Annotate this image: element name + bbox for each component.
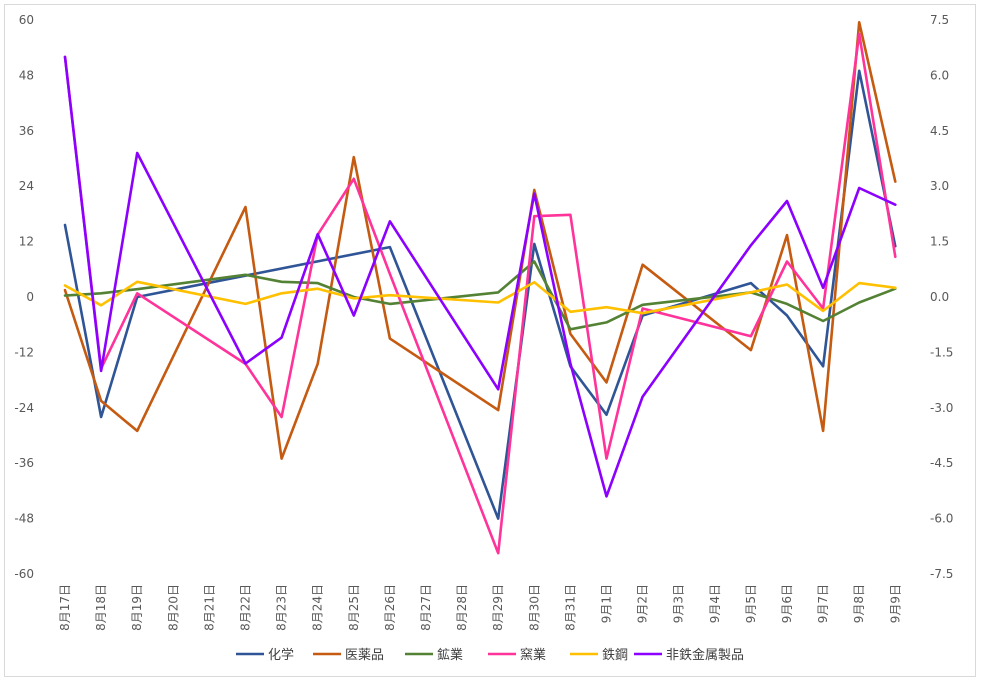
left-y-tick-label: -60: [14, 567, 34, 581]
left-y-tick-label: 0: [26, 290, 34, 304]
right-y-tick-label: 7.5: [930, 13, 949, 27]
x-tick-label: 8月31日: [563, 584, 577, 631]
x-tick-label: 9月9日: [888, 584, 902, 623]
x-tick-label: 9月4日: [708, 584, 722, 623]
right-y-tick-label: 1.5: [930, 235, 949, 249]
x-tick-label: 9月7日: [816, 584, 830, 623]
right-y-tick-label: -7.5: [930, 567, 953, 581]
x-tick-label: 9月8日: [852, 584, 866, 623]
x-tick-label: 8月17日: [58, 584, 72, 631]
left-y-tick-label: 48: [19, 68, 34, 82]
x-tick-label: 8月28日: [455, 584, 469, 631]
legend-label: 鉱業: [437, 647, 463, 663]
x-axis: 8月17日 8月18日 8月19日 8月20日 8月21日 8月22日 8月23日 8月24日…: [58, 584, 902, 631]
legend-label: 医薬品: [345, 648, 384, 663]
x-tick-label: 9月5日: [744, 584, 758, 623]
series-line-0: [63, 69, 897, 520]
x-tick-label: 8月19日: [130, 584, 144, 631]
right-y-axis: 7.5 6.0 4.5 3.0 1.5 0.0 -1.5 -3.0 -4.5 -6.0 -7.5: [930, 13, 953, 581]
right-y-tick-label: -3.0: [930, 401, 953, 415]
right-y-tick-label: -6.0: [930, 512, 953, 526]
right-y-tick-label: -1.5: [930, 345, 953, 359]
legend-label: 鉄鋼: [602, 648, 628, 663]
left-y-tick-label: 36: [19, 124, 34, 138]
legend-label: 窯業: [520, 647, 546, 663]
left-y-tick-label: 24: [19, 179, 34, 193]
x-tick-label: 8月26日: [383, 584, 397, 631]
right-y-tick-label: -4.5: [930, 456, 953, 470]
left-y-tick-label: -36: [14, 456, 34, 470]
left-y-tick-label: -24: [14, 401, 34, 415]
series-line-3: [63, 32, 897, 555]
x-tick-label: 9月6日: [780, 584, 794, 623]
legend-label: 化学: [268, 647, 294, 663]
x-tick-label: 8月22日: [239, 584, 253, 631]
series-line-5: [63, 55, 897, 498]
left-y-axis: 60 48 36 24 12 0 -12 -24 -36 -48 -60: [14, 13, 34, 581]
x-tick-label: 8月23日: [275, 584, 289, 631]
x-tick-label: 8月24日: [311, 584, 325, 631]
x-tick-label: 8月30日: [527, 584, 541, 631]
x-tick-label: 8月27日: [419, 584, 433, 631]
left-y-tick-label: -48: [14, 512, 34, 526]
series-line-1: [63, 20, 897, 460]
x-tick-label: 8月25日: [347, 584, 361, 631]
left-y-tick-label: 12: [19, 235, 34, 249]
x-tick-label: 8月29日: [491, 584, 505, 631]
x-tick-label: 9月2日: [636, 584, 650, 623]
x-tick-label: 9月3日: [672, 584, 686, 623]
right-y-tick-label: 3.0: [930, 179, 949, 193]
legend: 化学 医薬品 鉱業 窯業 鉄鋼 非鉄金属製品: [236, 647, 744, 663]
series-lines: [63, 20, 897, 555]
series-line-2: [63, 260, 897, 331]
x-tick-label: 8月21日: [202, 584, 216, 631]
legend-label: 非鉄金属製品: [666, 647, 744, 663]
x-tick-label: 8月20日: [166, 584, 180, 631]
x-tick-label: 8月18日: [94, 584, 108, 631]
left-y-tick-label: 60: [19, 13, 34, 27]
chart-frame: [4, 4, 976, 677]
x-tick-label: 9月1日: [600, 584, 614, 623]
left-y-tick-label: -12: [14, 345, 34, 359]
right-y-tick-label: 0.0: [930, 290, 949, 304]
right-y-tick-label: 4.5: [930, 124, 949, 138]
right-y-tick-label: 6.0: [930, 68, 949, 82]
